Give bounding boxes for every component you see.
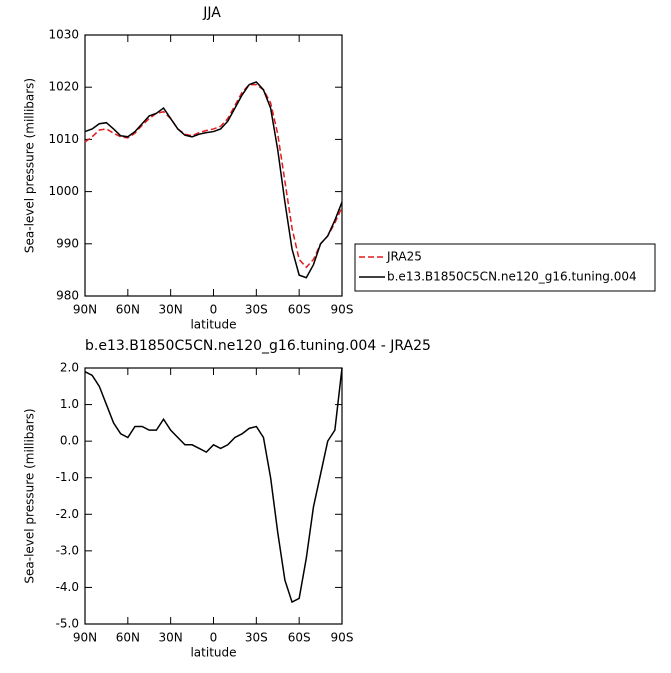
y-tick-label: 1.0 bbox=[60, 397, 79, 411]
y-tick-label: 990 bbox=[56, 236, 79, 250]
x-tick-label: 0 bbox=[210, 303, 218, 317]
y-tick-label: -5.0 bbox=[56, 617, 79, 631]
data-line bbox=[84, 367, 343, 604]
y-tick-label: -4.0 bbox=[56, 580, 79, 594]
x-tick-label: 60N bbox=[116, 303, 140, 317]
legend-box bbox=[354, 243, 656, 292]
x-tick-label: 90N bbox=[73, 303, 97, 317]
x-tick-label: 90N bbox=[73, 631, 97, 645]
x-tick-label: 30N bbox=[159, 303, 183, 317]
x-tick-label: 0 bbox=[210, 631, 218, 645]
chart-title: b.e13.B1850C5CN.ne120_g16.tuning.004 - J… bbox=[85, 338, 431, 354]
y-tick-label: 1030 bbox=[48, 28, 79, 42]
x-tick-label: 30S bbox=[245, 631, 268, 645]
x-tick-label: 60N bbox=[116, 631, 140, 645]
y-axis-label: Sea-level pressure (millibars) bbox=[23, 78, 37, 253]
y-tick-label: -1.0 bbox=[56, 470, 79, 484]
y-tick-label: 1000 bbox=[48, 184, 79, 198]
y-axis-label: Sea-level pressure (millibars) bbox=[23, 408, 37, 583]
chart-title: JJA bbox=[202, 5, 221, 21]
legend-label: b.e13.B1850C5CN.ne120_g16.tuning.004 bbox=[387, 270, 637, 284]
x-tick-label: 90S bbox=[331, 631, 354, 645]
x-tick-label: 30N bbox=[159, 631, 183, 645]
y-tick-label: -2.0 bbox=[56, 507, 79, 521]
x-axis-label: latitude bbox=[190, 646, 236, 660]
plot-frame bbox=[84, 34, 343, 297]
data-line bbox=[84, 83, 343, 269]
legend-label: JRA25 bbox=[386, 250, 422, 264]
y-tick-label: 980 bbox=[56, 289, 79, 303]
y-tick-label: 2.0 bbox=[60, 361, 79, 375]
x-tick-label: 90S bbox=[331, 303, 354, 317]
data-line bbox=[84, 81, 343, 279]
y-tick-label: 1010 bbox=[48, 132, 79, 146]
x-tick-label: 30S bbox=[245, 303, 268, 317]
x-tick-label: 60S bbox=[288, 631, 311, 645]
x-axis-label: latitude bbox=[190, 318, 236, 332]
plot-frame bbox=[84, 367, 343, 625]
y-tick-label: 1020 bbox=[48, 80, 79, 94]
y-tick-label: 0.0 bbox=[60, 434, 79, 448]
y-tick-label: -3.0 bbox=[56, 543, 79, 557]
x-tick-label: 60S bbox=[288, 303, 311, 317]
